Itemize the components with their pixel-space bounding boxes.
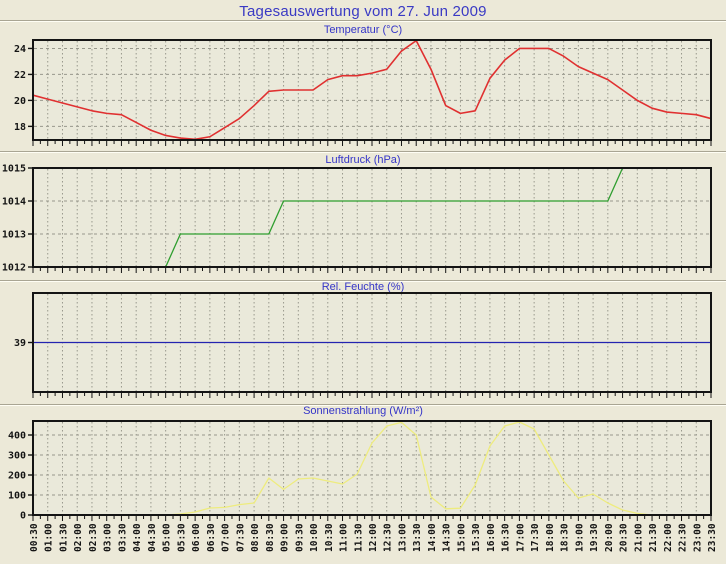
- y-tick-label: 1012: [2, 263, 26, 274]
- y-tick-label: 1014: [2, 197, 26, 208]
- plot-border: [32, 39, 712, 141]
- y-axis-ticks: 0 100 200 300 400: [8, 431, 32, 522]
- x-tick-label: 20:00: [604, 523, 615, 552]
- chart-title-solar: Sonnenstrahlung (W/m²): [303, 405, 423, 417]
- y-tick-label: 100: [8, 491, 26, 502]
- x-tick-label: 19:00: [574, 523, 585, 552]
- y-tick-label: 20: [14, 96, 26, 107]
- chart-pressure-plot: 1012 1013 1014 1015: [2, 164, 712, 274]
- y-tick-label: 400: [8, 431, 26, 442]
- x-tick-label: 15:30: [471, 523, 482, 552]
- x-tick-label: 08:00: [250, 523, 261, 552]
- section-divider-3: [0, 404, 726, 406]
- x-tick-label: 20:30: [619, 523, 630, 552]
- header-divider: [0, 20, 726, 22]
- x-tick-label: 18:30: [560, 523, 571, 552]
- x-axis-tick-comb: [32, 393, 712, 398]
- x-tick-label: 10:00: [309, 523, 320, 552]
- x-tick-label: 06:00: [191, 523, 202, 552]
- x-tick-label: 03:00: [103, 523, 114, 552]
- x-tick-label: 09:00: [280, 523, 291, 552]
- y-axis-ticks: 39: [14, 338, 32, 349]
- chart-humidity-plot: 39: [14, 292, 712, 398]
- x-tick-label: 16:00: [486, 523, 497, 552]
- x-axis-labels: 00:30 01:00 01:30 02:00 02:30 03:00 03:30 04:00…: [29, 523, 718, 552]
- x-axis-tick-comb: [32, 268, 712, 273]
- y-tick-label: 39: [14, 338, 26, 349]
- x-tick-label: 23:30: [707, 523, 718, 552]
- x-tick-label: 11:30: [353, 523, 364, 552]
- x-tick-label: 12:30: [383, 523, 394, 552]
- x-tick-label: 16:30: [501, 523, 512, 552]
- x-axis-tick-comb: [32, 141, 712, 146]
- x-tick-label: 18:00: [545, 523, 556, 552]
- x-tick-label: 13:30: [412, 523, 423, 552]
- x-tick-label: 00:30: [29, 523, 40, 552]
- x-tick-label: 08:30: [265, 523, 276, 552]
- plot-border: [32, 167, 712, 268]
- chart-temperature-plot: 18 20 22 24: [14, 39, 712, 146]
- y-tick-label: 18: [14, 122, 26, 133]
- x-tick-label: 06:30: [206, 523, 217, 552]
- x-tick-label: 02:00: [73, 523, 84, 552]
- section-divider-1: [0, 151, 726, 153]
- y-tick-label: 1013: [2, 230, 26, 241]
- chart-title-humidity: Rel. Feuchte (%): [321, 281, 405, 293]
- x-tick-label: 14:00: [427, 523, 438, 552]
- y-tick-label: 0: [20, 511, 26, 522]
- vertical-gridlines: [47, 169, 697, 266]
- plot-border: [32, 420, 712, 516]
- x-tick-label: 01:30: [58, 523, 69, 552]
- horizontal-gridlines: [34, 434, 710, 496]
- y-tick-label: 1015: [2, 164, 26, 175]
- x-tick-label: 19:30: [589, 523, 600, 552]
- chart-solar-plot: 0 100 200 300 400: [8, 420, 712, 522]
- x-tick-label: 21:00: [633, 523, 644, 552]
- x-tick-label: 04:00: [132, 523, 143, 552]
- plot-border: [32, 292, 712, 393]
- x-tick-label: 22:30: [678, 523, 689, 552]
- x-tick-label: 01:00: [44, 523, 55, 552]
- page-title: Tagesauswertung vom 27. Jun 2009: [239, 3, 487, 20]
- x-tick-label: 07:00: [221, 523, 232, 552]
- x-tick-label: 03:30: [117, 523, 128, 552]
- vertical-gridlines: [47, 41, 697, 139]
- x-tick-label: 12:00: [368, 523, 379, 552]
- x-tick-label: 05:30: [176, 523, 187, 552]
- x-tick-label: 21:30: [648, 523, 659, 552]
- y-tick-label: 200: [8, 471, 26, 482]
- x-tick-label: 02:30: [88, 523, 99, 552]
- temperature-series-line: [32, 39, 712, 141]
- x-tick-label: 11:00: [339, 523, 350, 552]
- x-tick-label: 14:30: [442, 523, 453, 552]
- chart-title-temperature: Temperatur (°C): [323, 24, 403, 36]
- y-axis-ticks: 18 20 22 24: [14, 44, 32, 133]
- y-tick-label: 22: [14, 70, 26, 81]
- x-tick-label: 09:30: [294, 523, 305, 552]
- x-tick-label: 17:30: [530, 523, 541, 552]
- vertical-gridlines: [47, 422, 697, 514]
- x-tick-label: 13:00: [397, 523, 408, 552]
- x-tick-label: 04:30: [147, 523, 158, 552]
- x-tick-label: 17:00: [515, 523, 526, 552]
- chart-title-pressure: Luftdruck (hPa): [325, 154, 401, 166]
- x-tick-label: 15:00: [456, 523, 467, 552]
- y-axis-ticks: 1012 1013 1014 1015: [2, 164, 32, 274]
- x-tick-label: 05:00: [162, 523, 173, 552]
- y-tick-label: 24: [14, 44, 26, 55]
- x-tick-label: 23:00: [692, 523, 703, 552]
- x-tick-label: 22:00: [663, 523, 674, 552]
- section-divider-2: [0, 280, 726, 282]
- x-tick-label: 10:30: [324, 523, 335, 552]
- horizontal-gridlines: [34, 47, 710, 127]
- x-tick-label: 07:30: [235, 523, 246, 552]
- y-tick-label: 300: [8, 451, 26, 462]
- x-axis-tick-comb: [32, 516, 712, 521]
